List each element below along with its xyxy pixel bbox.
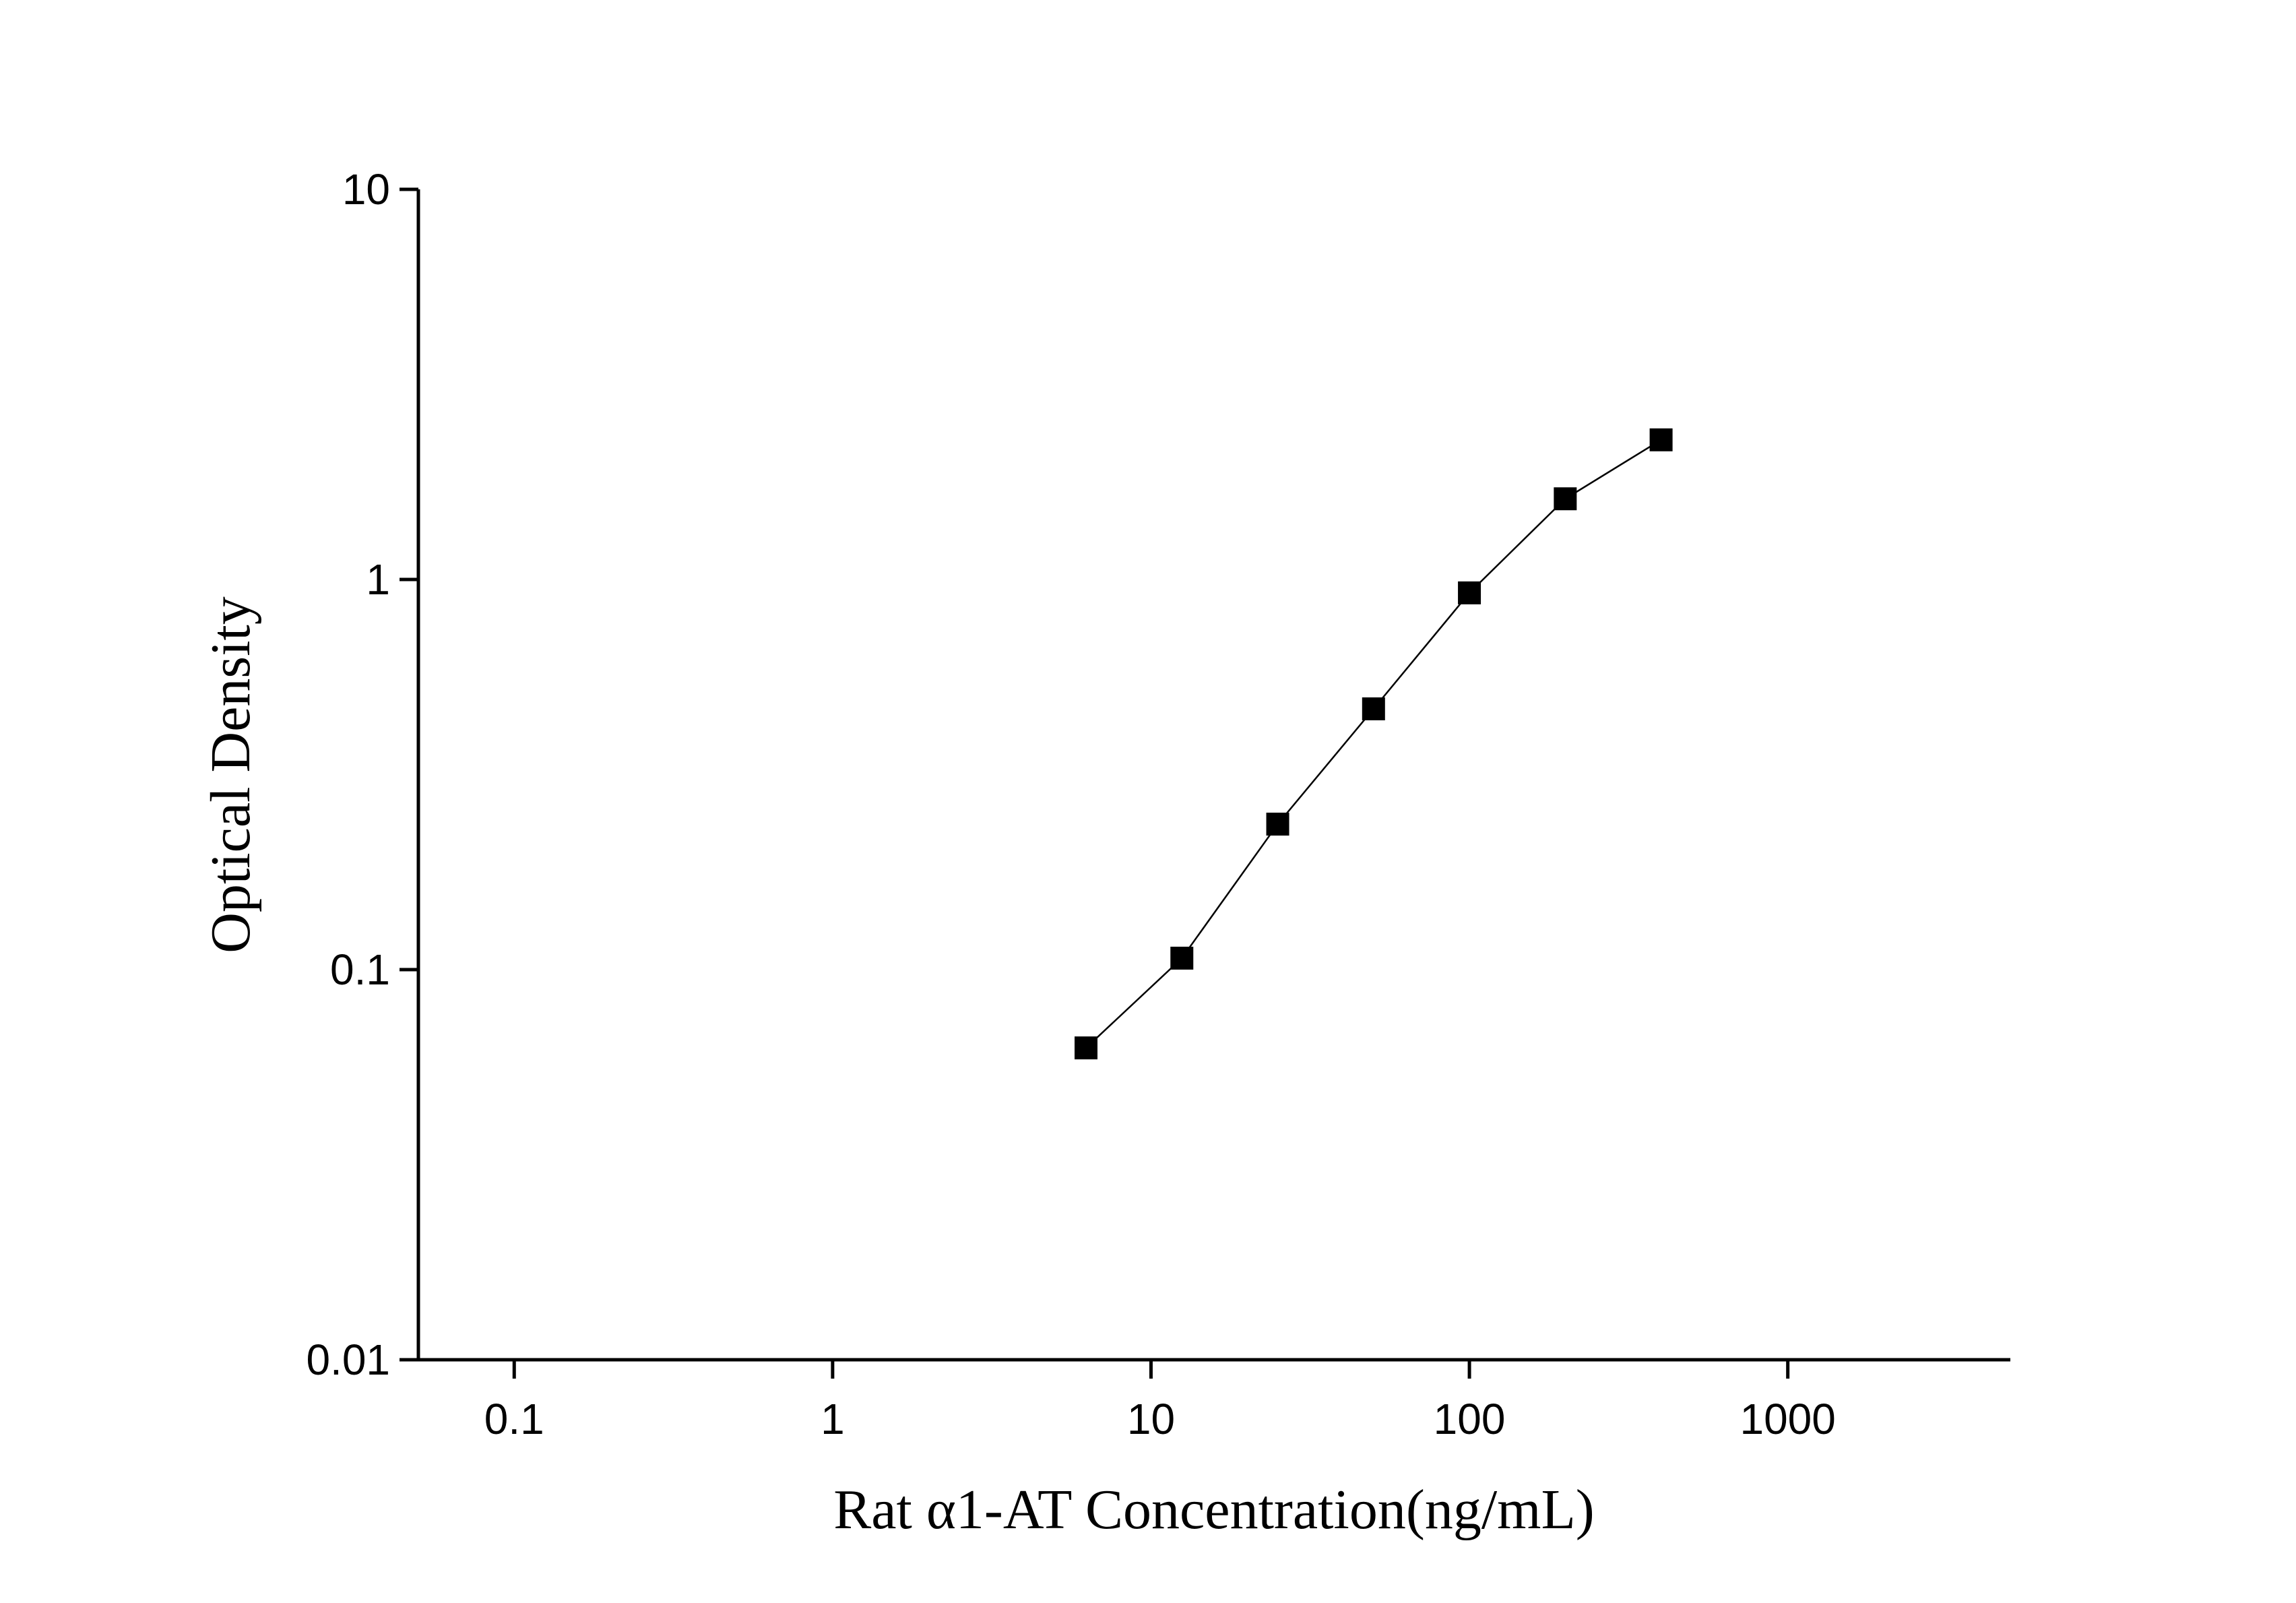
y-tick-label: 0.1 [330,945,390,994]
y-tick-label: 1 [366,555,390,604]
x-tick-label: 100 [1434,1395,1506,1443]
data-point [1266,813,1289,836]
y-axis-title: Optical Density [199,596,262,953]
data-point [1362,697,1385,721]
data-point [1170,946,1194,970]
y-tick-label: 0.01 [306,1335,390,1384]
data-point [1649,428,1673,451]
x-axis-title: Rat α1-AT Concentration(ng/mL) [833,1478,1595,1541]
x-tick-label: 0.1 [484,1395,544,1443]
data-point [1458,581,1481,604]
x-tick-label: 10 [1127,1395,1175,1443]
y-tick-label: 10 [342,165,390,214]
data-point [1074,1036,1097,1060]
data-point [1554,487,1577,511]
x-tick-label: 1 [821,1395,845,1443]
x-tick-label: 1000 [1740,1395,1835,1443]
